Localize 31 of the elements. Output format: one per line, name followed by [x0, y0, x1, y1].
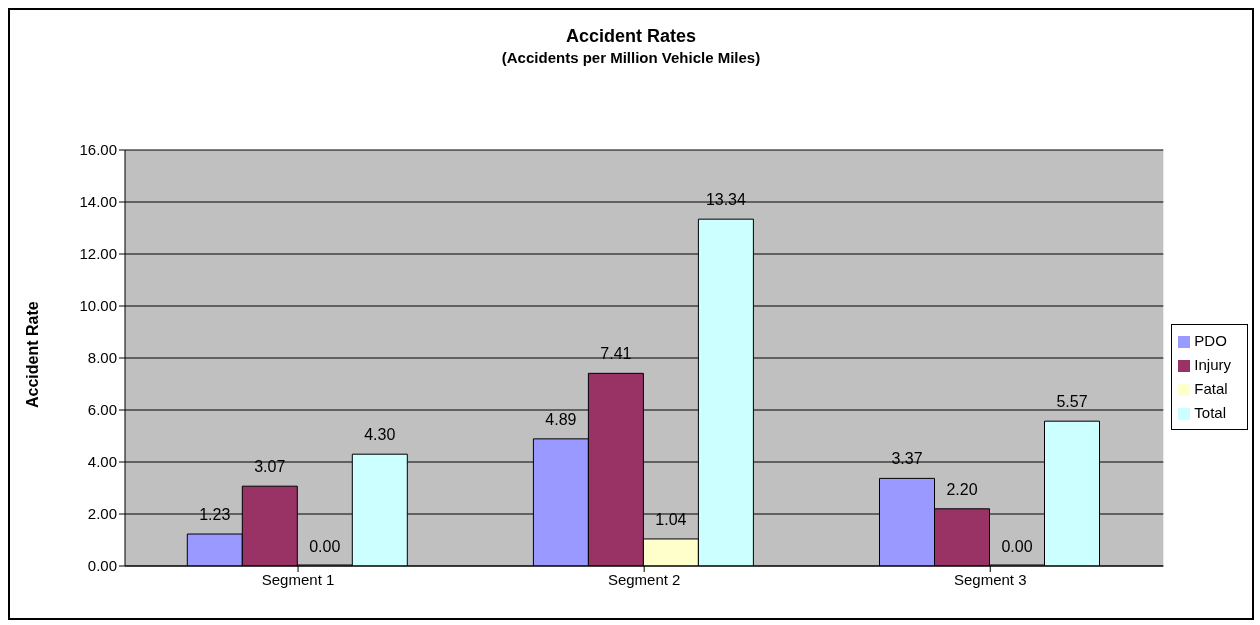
data-label: 1.04 — [655, 510, 687, 528]
legend-label: Injury — [1194, 356, 1231, 373]
legend-label: Total — [1194, 404, 1226, 421]
y-tick-label: 2.00 — [87, 505, 117, 523]
y-tick-label: 10.00 — [79, 297, 117, 315]
data-label: 7.41 — [600, 345, 632, 363]
data-label: 2.20 — [946, 480, 978, 498]
data-label: 3.07 — [254, 458, 286, 476]
y-tick-label: 4.00 — [87, 453, 117, 471]
y-tick-label: 12.00 — [79, 245, 117, 263]
data-label: 4.89 — [545, 410, 577, 428]
x-tick-label: Segment 3 — [953, 570, 1027, 588]
data-label: 13.34 — [705, 191, 747, 209]
data-label: 0.00 — [1001, 538, 1033, 555]
y-tick-label: 16.00 — [79, 141, 117, 159]
x-tick-label: Segment 1 — [261, 570, 335, 588]
legend-label: Fatal — [1194, 380, 1228, 397]
y-tick-label: 6.00 — [87, 401, 117, 419]
chart-subtitle: (Accidents per Million Vehicle Miles) — [500, 49, 762, 66]
legend-label: PDO — [1194, 332, 1227, 349]
y-tick-label: 14.00 — [79, 193, 117, 211]
y-tick-label: 8.00 — [87, 349, 117, 367]
y-axis-title: Accident Rate — [23, 301, 41, 408]
data-label: 3.37 — [891, 450, 923, 468]
data-label: 5.57 — [1056, 393, 1088, 411]
x-tick-label: Segment 2 — [607, 570, 681, 588]
chart-title: Accident Rates — [564, 26, 697, 47]
y-tick-label: 0.00 — [87, 557, 117, 575]
data-label: 1.23 — [199, 506, 231, 524]
data-label: 4.30 — [364, 426, 396, 444]
data-label: 0.00 — [309, 538, 341, 555]
